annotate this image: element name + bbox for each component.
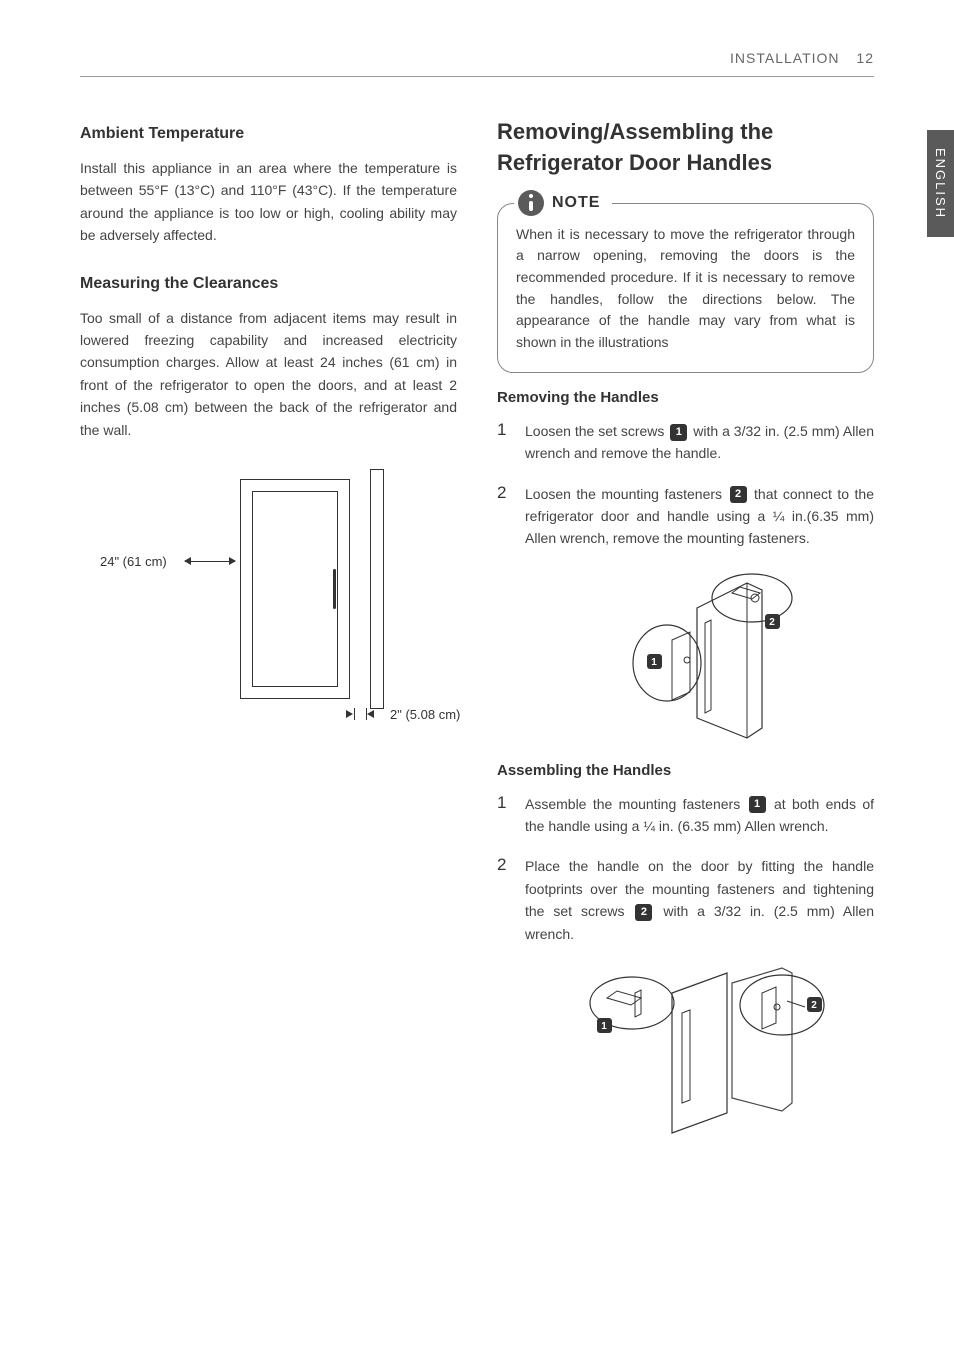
clearance-diagram: 24" (61 cm) 2" (5.08 cm): [80, 469, 440, 749]
note-label-text: NOTE: [552, 194, 600, 212]
step-number: 2: [497, 483, 511, 550]
step-text: Loosen the set screws 1 with a 3/32 in. …: [525, 420, 874, 465]
language-tab: ENGLISH: [927, 130, 954, 237]
fridge-inner-icon: [252, 491, 338, 687]
svg-text:1: 1: [651, 657, 657, 668]
callout-1-icon: 1: [670, 424, 687, 441]
assembling-step-1: 1 Assemble the mounting fasteners 1 at b…: [497, 793, 874, 838]
assembling-diagram: 1 2: [577, 963, 837, 1143]
content-columns: Ambient Temperature Install this applian…: [80, 117, 874, 1143]
svg-text:2: 2: [769, 617, 775, 628]
note-label: NOTE: [514, 190, 612, 216]
right-column: Removing/Assembling the Refrigerator Doo…: [497, 117, 874, 1143]
page-number: 12: [856, 50, 874, 66]
removing-step-2: 2 Loosen the mounting fasteners 2 that c…: [497, 483, 874, 550]
svg-text:2: 2: [811, 1000, 817, 1011]
clearance-heading: Measuring the Clearances: [80, 275, 457, 293]
page-header: INSTALLATION 12: [80, 50, 874, 77]
ambient-heading: Ambient Temperature: [80, 125, 457, 143]
removing-step-1: 1 Loosen the set screws 1 with a 3/32 in…: [497, 420, 874, 465]
assembling-step-2: 2 Place the handle on the door by fittin…: [497, 855, 874, 945]
svg-text:1: 1: [601, 1021, 607, 1032]
note-box: NOTE When it is necessary to move the re…: [497, 203, 874, 373]
handle-assemble-icon: 1 2: [577, 963, 837, 1143]
step-number: 1: [497, 420, 511, 465]
callout-2-icon: 2: [730, 486, 747, 503]
label-back-clearance: 2" (5.08 cm): [390, 707, 460, 722]
label-front-clearance: 24" (61 cm): [100, 554, 167, 569]
step-number: 2: [497, 855, 511, 945]
note-icon: [518, 190, 544, 216]
step-text: Assemble the mounting fasteners 1 at bot…: [525, 793, 874, 838]
callout-1-icon: 1: [749, 796, 766, 813]
header-section: INSTALLATION: [730, 50, 840, 66]
callout-2-icon: 2: [635, 904, 652, 921]
section-title: Removing/Assembling the Refrigerator Doo…: [497, 117, 874, 179]
step-text: Place the handle on the door by fitting …: [525, 855, 874, 945]
clearance-body: Too small of a distance from adjacent it…: [80, 307, 457, 441]
removing-diagram: 2 1: [597, 568, 807, 748]
arrow-back-icon: [346, 714, 374, 715]
fridge-handle-icon: [333, 569, 336, 609]
handle-remove-icon: 2 1: [597, 568, 807, 748]
arrow-front-icon: [185, 561, 235, 562]
step-number: 1: [497, 793, 511, 838]
wall-icon: [370, 469, 384, 709]
step-text: Loosen the mounting fasteners 2 that con…: [525, 483, 874, 550]
left-column: Ambient Temperature Install this applian…: [80, 117, 457, 1143]
assembling-heading: Assembling the Handles: [497, 762, 874, 779]
note-body: When it is necessary to move the refrige…: [516, 224, 855, 354]
removing-heading: Removing the Handles: [497, 389, 874, 406]
ambient-body: Install this appliance in an area where …: [80, 157, 457, 247]
